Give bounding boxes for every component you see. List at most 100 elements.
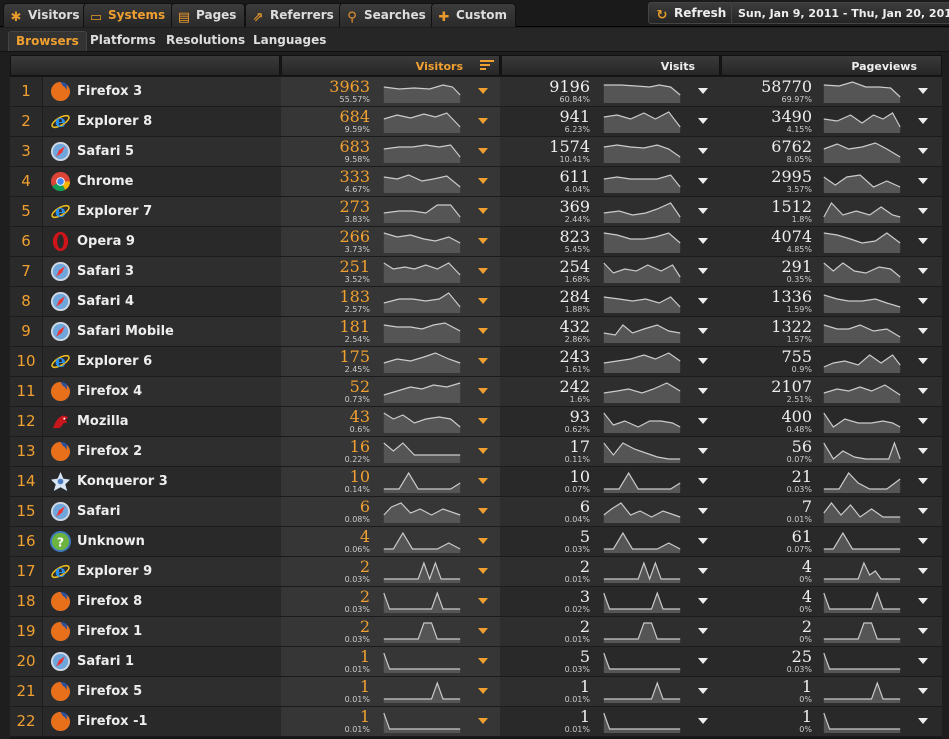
table-row[interactable]: 19 Firefox 1 2 0.03% 2 0.01% 2 0% [10, 617, 942, 647]
pageviews-dropdown-arrow-icon[interactable] [918, 178, 928, 184]
visits-dropdown-arrow-icon[interactable] [698, 208, 708, 214]
table-row[interactable]: 21 Firefox 5 1 0.01% 1 0.01% 1 0% [10, 677, 942, 707]
pageviews-dropdown-arrow-icon[interactable] [918, 148, 928, 154]
table-row[interactable]: 18 Firefox 8 2 0.03% 3 0.02% 4 0% [10, 587, 942, 617]
table-row[interactable]: 20 Safari 1 1 0.01% 5 0.03% 25 0.03% [10, 647, 942, 677]
pageviews-dropdown-arrow-icon[interactable] [918, 328, 928, 334]
visitors-dropdown-arrow-icon[interactable] [478, 448, 488, 454]
pageviews-dropdown-arrow-icon[interactable] [918, 538, 928, 544]
visitors-dropdown-arrow-icon[interactable] [478, 718, 488, 724]
table-row[interactable]: 22 Firefox -1 1 0.01% 1 0.01% 1 0% [10, 707, 942, 737]
visits-dropdown-arrow-icon[interactable] [698, 148, 708, 154]
pageviews-dropdown-arrow-icon[interactable] [918, 718, 928, 724]
visitors-dropdown-arrow-icon[interactable] [478, 148, 488, 154]
pageviews-dropdown-arrow-icon[interactable] [918, 298, 928, 304]
pageviews-dropdown-arrow-icon[interactable] [918, 658, 928, 664]
visits-dropdown-arrow-icon[interactable] [698, 388, 708, 394]
visitors-dropdown-arrow-icon[interactable] [478, 478, 488, 484]
visits-column-header[interactable]: Visits [501, 55, 720, 76]
visitors-dropdown-arrow-icon[interactable] [478, 268, 488, 274]
tab-custom[interactable]: ✚ Custom [431, 3, 516, 27]
table-row[interactable]: 17 e Explorer 9 2 0.03% 2 0.01% 4 0% [10, 557, 942, 587]
table-row[interactable]: 6 Opera 9 266 3.73% 823 5.45% 4074 4.85% [10, 227, 942, 257]
visitors-dropdown-arrow-icon[interactable] [478, 358, 488, 364]
pageviews-dropdown-arrow-icon[interactable] [918, 208, 928, 214]
table-row[interactable]: 3 Safari 5 683 9.58% 1574 10.41% 6762 8.05% [10, 137, 942, 167]
table-row[interactable]: 8 Safari 4 183 2.57% 284 1.88% 1336 1.59% [10, 287, 942, 317]
pageviews-dropdown-arrow-icon[interactable] [918, 388, 928, 394]
visits-dropdown-arrow-icon[interactable] [698, 508, 708, 514]
tab-visitors[interactable]: ✱ Visitors [3, 3, 89, 27]
visitors-dropdown-arrow-icon[interactable] [478, 118, 488, 124]
pageviews-dropdown-arrow-icon[interactable] [918, 508, 928, 514]
pageviews-column-header[interactable]: Pageviews [721, 55, 942, 76]
visits-dropdown-arrow-icon[interactable] [698, 628, 708, 634]
visitors-dropdown-arrow-icon[interactable] [478, 658, 488, 664]
visitors-dropdown-arrow-icon[interactable] [478, 628, 488, 634]
pageviews-dropdown-arrow-icon[interactable] [918, 418, 928, 424]
visitors-dropdown-arrow-icon[interactable] [478, 328, 488, 334]
subtab-languages[interactable]: Languages [253, 33, 327, 47]
pageviews-dropdown-arrow-icon[interactable] [918, 478, 928, 484]
visitors-dropdown-arrow-icon[interactable] [478, 208, 488, 214]
visitors-column-header[interactable]: Visitors [281, 55, 500, 76]
visitors-dropdown-arrow-icon[interactable] [478, 688, 488, 694]
visits-dropdown-arrow-icon[interactable] [698, 358, 708, 364]
visitors-dropdown-arrow-icon[interactable] [478, 88, 488, 94]
visits-dropdown-arrow-icon[interactable] [698, 238, 708, 244]
pageviews-dropdown-arrow-icon[interactable] [918, 598, 928, 604]
visits-dropdown-arrow-icon[interactable] [698, 88, 708, 94]
pageviews-dropdown-arrow-icon[interactable] [918, 238, 928, 244]
visitors-dropdown-arrow-icon[interactable] [478, 388, 488, 394]
pageviews-dropdown-arrow-icon[interactable] [918, 358, 928, 364]
visits-dropdown-arrow-icon[interactable] [698, 418, 708, 424]
table-row[interactable]: 5 e Explorer 7 273 3.83% 369 2.44% 1512 1.8% [10, 197, 942, 227]
table-row[interactable]: 12 Mozilla 43 0.6% 93 0.62% 400 0.48% [10, 407, 942, 437]
visits-dropdown-arrow-icon[interactable] [698, 268, 708, 274]
visitors-dropdown-arrow-icon[interactable] [478, 178, 488, 184]
visits-dropdown-arrow-icon[interactable] [698, 478, 708, 484]
pageviews-dropdown-arrow-icon[interactable] [918, 268, 928, 274]
visitors-dropdown-arrow-icon[interactable] [478, 298, 488, 304]
table-row[interactable]: 10 e Explorer 6 175 2.45% 243 1.61% 755 0.9% [10, 347, 942, 377]
table-row[interactable]: 16? Unknown 4 0.06% 5 0.03% 61 0.07% [10, 527, 942, 557]
date-range-button[interactable]: Sun, Jan 9, 2011 - Thu, Jan 20, 2011 [731, 2, 949, 24]
table-row[interactable]: 9 Safari Mobile 181 2.54% 432 2.86% 1322 1.57% [10, 317, 942, 347]
visits-dropdown-arrow-icon[interactable] [698, 538, 708, 544]
visitors-dropdown-arrow-icon[interactable] [478, 538, 488, 544]
table-row[interactable]: 4 Chrome 333 4.67% 611 4.04% 2995 3.57% [10, 167, 942, 197]
visitors-dropdown-arrow-icon[interactable] [478, 238, 488, 244]
pageviews-dropdown-arrow-icon[interactable] [918, 88, 928, 94]
visits-dropdown-arrow-icon[interactable] [698, 688, 708, 694]
visits-dropdown-arrow-icon[interactable] [698, 718, 708, 724]
visits-dropdown-arrow-icon[interactable] [698, 328, 708, 334]
subtab-resolutions[interactable]: Resolutions [166, 33, 246, 47]
visits-dropdown-arrow-icon[interactable] [698, 598, 708, 604]
visitors-dropdown-arrow-icon[interactable] [478, 598, 488, 604]
pageviews-dropdown-arrow-icon[interactable] [918, 688, 928, 694]
visits-dropdown-arrow-icon[interactable] [698, 298, 708, 304]
pageviews-dropdown-arrow-icon[interactable] [918, 568, 928, 574]
table-row[interactable]: 2 e Explorer 8 684 9.59% 941 6.23% 3490 4.15% [10, 107, 942, 137]
table-row[interactable]: 13 Firefox 2 16 0.22% 17 0.11% 56 0.07% [10, 437, 942, 467]
table-row[interactable]: 14 Konqueror 3 10 0.14% 10 0.07% 21 0.03% [10, 467, 942, 497]
visits-dropdown-arrow-icon[interactable] [698, 118, 708, 124]
visits-dropdown-arrow-icon[interactable] [698, 448, 708, 454]
pageviews-dropdown-arrow-icon[interactable] [918, 118, 928, 124]
visitors-dropdown-arrow-icon[interactable] [478, 418, 488, 424]
visits-dropdown-arrow-icon[interactable] [698, 568, 708, 574]
refresh-button[interactable]: ↻ Refresh [648, 2, 735, 24]
visitors-dropdown-arrow-icon[interactable] [478, 568, 488, 574]
table-row[interactable]: 11 Firefox 4 52 0.73% 242 1.6% 2107 2.51% [10, 377, 942, 407]
subtab-browsers[interactable]: Browsers [8, 31, 87, 51]
tab-systems[interactable]: ▭ Systems [83, 3, 175, 27]
table-row[interactable]: 1 Firefox 3 3963 55.57% 9196 60.84% 58770 69.97… [10, 77, 942, 107]
visits-dropdown-arrow-icon[interactable] [698, 178, 708, 184]
subtab-platforms[interactable]: Platforms [90, 33, 156, 47]
tab-referrers[interactable]: ⇗ Referrers [245, 3, 343, 27]
pageviews-dropdown-arrow-icon[interactable] [918, 628, 928, 634]
tab-searches[interactable]: ⚲ Searches [339, 3, 435, 27]
tab-pages[interactable]: ▤ Pages [171, 3, 246, 27]
pageviews-dropdown-arrow-icon[interactable] [918, 448, 928, 454]
visitors-dropdown-arrow-icon[interactable] [478, 508, 488, 514]
